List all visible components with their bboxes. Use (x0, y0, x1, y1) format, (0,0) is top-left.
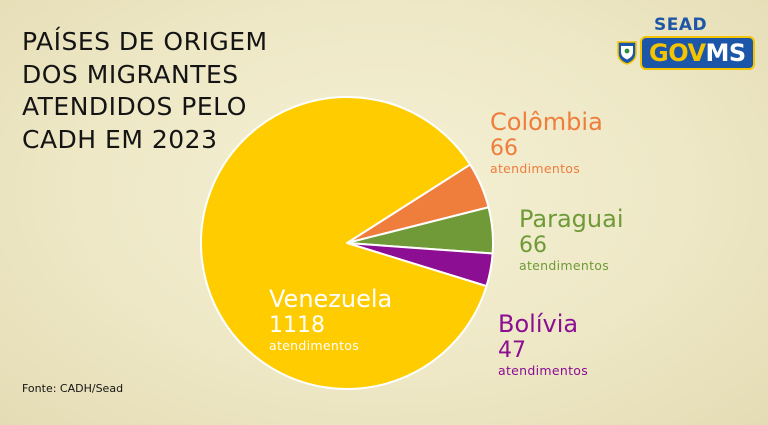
slice-name: Venezuela (269, 285, 393, 313)
slice-value: 66 (519, 233, 547, 258)
slice-label-paraguai: Paraguai 66 atendimentos (519, 205, 624, 273)
title-line: CADH EM 2023 (22, 124, 218, 154)
logo-ms-text: MS (705, 39, 747, 67)
slice-label-bolivia: Bolívia 47 atendimentos (498, 310, 588, 378)
slice-unit: atendimentos (490, 161, 581, 176)
pie-slice-venezuela (200, 96, 488, 390)
chart-title: PAÍSES DE ORIGEM DOS MIGRANTES ATENDIDOS… (22, 26, 322, 156)
slice-unit: atendimentos (519, 258, 610, 273)
slice-value: 66 (490, 136, 518, 161)
logo-govms-badge: GOVMS (640, 36, 755, 70)
slice-label-colombia: Colômbia 66 atendimentos (490, 108, 603, 176)
logo-sead-text: SEAD (654, 15, 708, 35)
slice-unit: atendimentos (498, 363, 589, 378)
slice-value: 47 (498, 338, 526, 363)
logo-gov-text: GOV (649, 39, 706, 67)
slice-value: 1118 (269, 313, 325, 338)
title-line: PAÍSES DE ORIGEM (22, 27, 268, 56)
title-line: ATENDIDOS PELO (22, 92, 247, 121)
slice-unit: atendimentos (269, 338, 360, 353)
state-crest-icon (617, 41, 637, 65)
title-line: DOS MIGRANTES (22, 59, 239, 89)
slice-name: Colômbia (490, 108, 603, 136)
source-note: Fonte: CADH/Sead (22, 382, 124, 395)
slice-name: Bolívia (498, 310, 579, 338)
slice-name: Paraguai (519, 205, 624, 233)
sead-govms-logo: SEAD GOVMS (614, 15, 755, 75)
slice-label-venezuela: Venezuela 1118 atendimentos (269, 285, 392, 353)
